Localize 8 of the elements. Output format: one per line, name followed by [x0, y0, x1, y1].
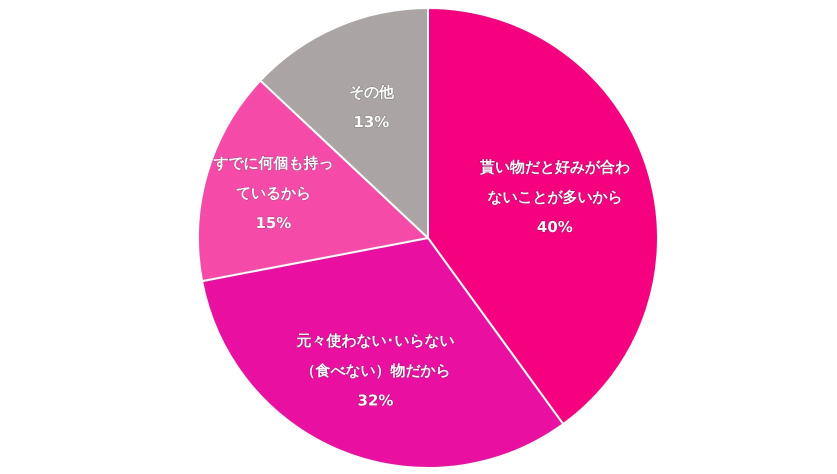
data-label: 15% — [255, 214, 292, 232]
data-label: 13% — [353, 113, 390, 132]
slice-label: すでに何個も持っているから — [212, 154, 334, 202]
data-label: 32% — [358, 392, 394, 410]
slice-label: 貰い物だと好みが合わないことが多いから — [478, 158, 630, 206]
data-label: 40% — [536, 218, 573, 236]
slice-label: その他 — [348, 83, 395, 102]
slice-label: 元々使わない･いらない（食べない）物だから — [296, 332, 455, 380]
